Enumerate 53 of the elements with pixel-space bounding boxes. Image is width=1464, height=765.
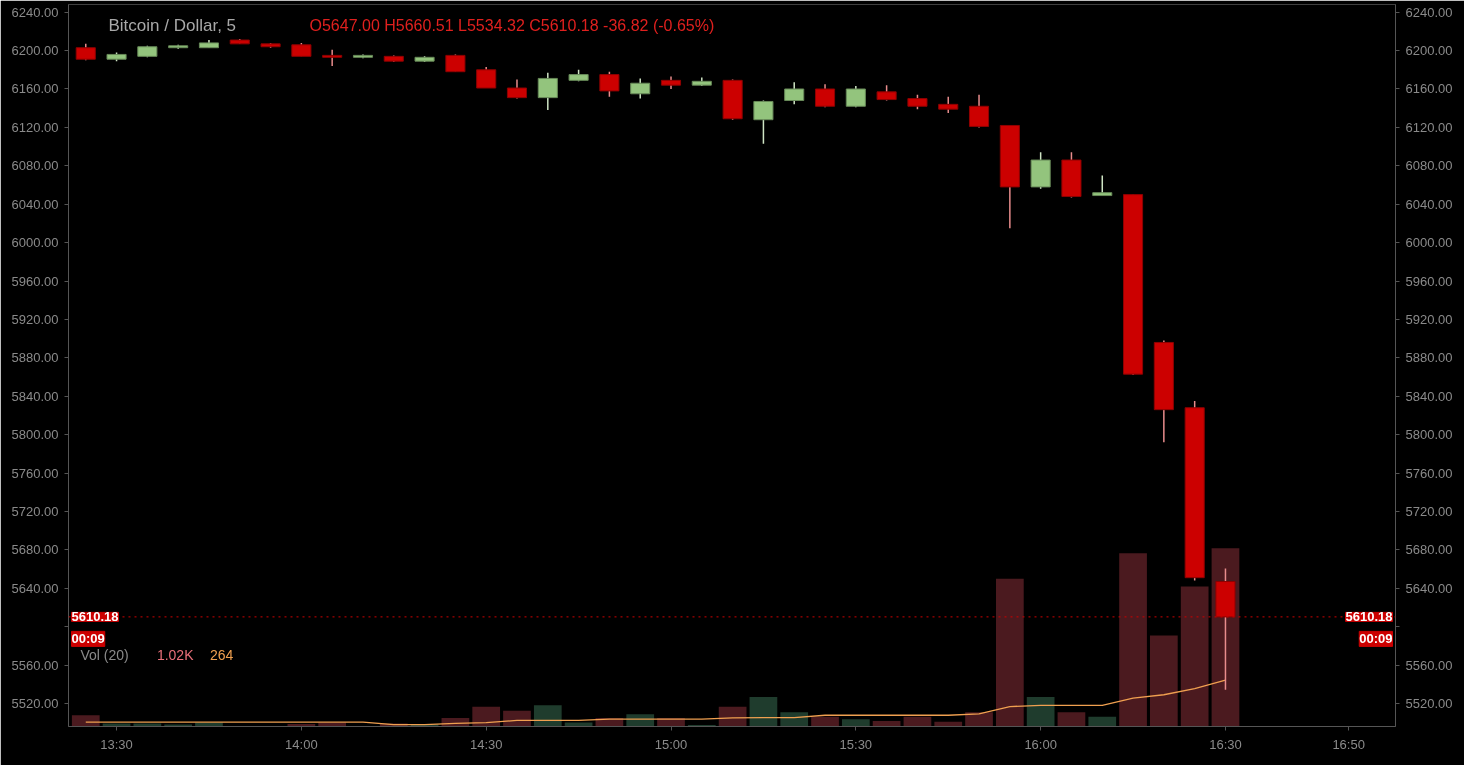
text: Vol (20) [80, 646, 129, 663]
y-tick-label: 6000.00 [11, 235, 59, 251]
x-tick-label: 16:30 [1209, 736, 1242, 752]
text: 00:09 [1359, 631, 1393, 647]
text: 5610.18 [1345, 609, 1393, 625]
y2-tick-label: 5640.00 [1405, 580, 1453, 596]
annotation: 1.02K [156, 646, 195, 663]
y2-tick-label: 5680.00 [1405, 542, 1453, 558]
y2-tick-label: 5800.00 [1405, 427, 1453, 443]
y2-tick-label: 5520.00 [1405, 695, 1453, 711]
y-tick-label: 5520.00 [11, 695, 59, 711]
y-tick-label: 5640.00 [11, 580, 59, 596]
y2-tick-label: 6200.00 [1405, 43, 1453, 59]
y2-tick-label: 5920.00 [1405, 311, 1453, 327]
x-tick-label: 13:30 [100, 736, 133, 752]
text: O5647.00 H5660.51 L5534.32 C5610.18 -36.82 (-0.65%) [309, 17, 715, 34]
y-tick-label: 6080.00 [11, 158, 59, 174]
y2-tick-label: 6080.00 [1405, 158, 1453, 174]
y-tick-label: 5880.00 [11, 350, 59, 366]
text: Bitcoin / Dollar, 5 [108, 16, 237, 35]
y2-tick-label: 5720.00 [1405, 503, 1453, 519]
y2-tick-label: 6160.00 [1405, 81, 1453, 97]
annotation: 00:09 [71, 631, 105, 647]
y2-tick-label: 5840.00 [1405, 388, 1453, 404]
y-tick-label: 6040.00 [11, 196, 59, 212]
y2-tick-label: 6000.00 [1405, 235, 1453, 251]
y-tick-label: 6160.00 [11, 81, 59, 97]
x-tick-label: 15:00 [654, 736, 688, 752]
annotation: 264 [209, 646, 234, 663]
x-tick-label: 14:30 [469, 736, 503, 752]
y-tick-label: 6200.00 [11, 43, 59, 59]
ref-line-label: 5610.18 [71, 609, 119, 625]
y-tick-label: 5720.00 [11, 503, 59, 519]
y2-tick-label: 5880.00 [1405, 350, 1453, 366]
y-tick-label: 5960.00 [11, 273, 59, 289]
y-tick-label: 5760.00 [11, 465, 59, 481]
y2-tick-label: 6040.00 [1405, 196, 1453, 212]
x-tick-label: 15:30 [839, 736, 873, 752]
y2-tick-label: 5760.00 [1405, 465, 1453, 481]
y-tick-label: 6240.00 [11, 4, 59, 20]
x-tick-label: 16:50 [1332, 736, 1365, 752]
x-tick-label: 14:00 [285, 736, 318, 752]
y-tick-label: 6120.00 [11, 119, 59, 135]
y2-tick-label: 6120.00 [1405, 119, 1453, 135]
y-tick-label: 5920.00 [11, 311, 59, 327]
y2-tick-label: 5560.00 [1405, 657, 1453, 673]
y-tick-label: 5800.00 [11, 427, 59, 443]
y2-tick-label: 5960.00 [1405, 273, 1453, 289]
y2-tick-label: 6240.00 [1405, 4, 1453, 20]
y-tick-label: 5680.00 [11, 542, 59, 558]
y-tick-label: 5560.00 [11, 657, 59, 673]
y-tick-label: 5840.00 [11, 388, 59, 404]
x-tick-label: 16:00 [1024, 736, 1057, 752]
